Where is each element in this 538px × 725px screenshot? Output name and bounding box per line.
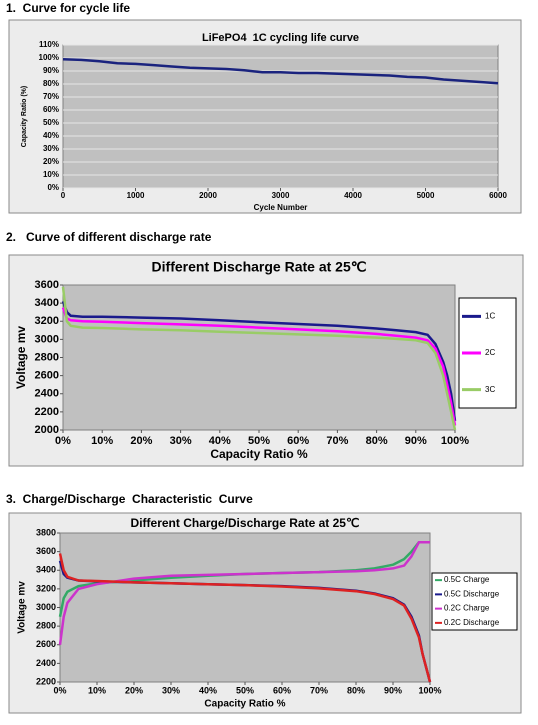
x-tick-label: 3000 [272,191,290,200]
y-tick-label: 3000 [35,333,59,345]
x-tick-label: 100% [418,685,441,695]
x-tick-label: 0 [61,191,66,200]
legend-label: 0.5C Charge [444,575,490,584]
x-tick-label: 2000 [199,191,217,200]
y-tick-label: 60% [43,105,59,114]
y-tick-label: 30% [43,144,59,153]
x-tick-label: 30% [162,685,180,695]
x-tick-label: 90% [384,685,402,695]
y-tick-label: 40% [43,131,59,140]
x-tick-label: 100% [441,435,469,447]
x-tick-label: 70% [326,435,348,447]
y-tick-label: 2400 [36,658,56,668]
x-tick-label: 0% [53,685,66,695]
x-tick-label: 90% [405,435,427,447]
x-axis-label: Cycle Number [254,203,308,212]
y-tick-label: 110% [39,40,59,49]
y-tick-label: 3400 [35,297,59,309]
x-tick-label: 0% [55,435,71,447]
y-axis-label: Voltage mv [17,581,28,634]
y-tick-label: 3600 [35,279,59,291]
y-tick-label: 10% [43,170,59,179]
y-tick-label: 2800 [35,351,59,363]
x-tick-label: 10% [91,435,113,447]
y-tick-label: 3000 [36,602,56,612]
chart-title: Different Discharge Rate at 25℃ [152,259,367,275]
legend-label: 1C [485,311,495,320]
x-tick-label: 50% [248,435,270,447]
y-tick-label: 3400 [36,565,56,575]
plot-area [62,284,456,431]
y-tick-label: 2400 [35,388,59,400]
x-tick-label: 5000 [417,191,435,200]
plot-area [62,44,499,189]
x-tick-label: 60% [287,435,309,447]
heading: 2. Curve of different discharge rate [6,230,212,244]
x-tick-label: 6000 [489,191,507,200]
x-tick-label: 40% [199,685,217,695]
y-tick-label: 80% [43,79,59,88]
y-tick-label: 100% [39,53,59,62]
x-tick-label: 60% [273,685,291,695]
y-tick-label: 50% [43,118,59,127]
legend-label: 2C [485,348,495,357]
x-tick-label: 70% [310,685,328,695]
y-tick-label: 0% [47,183,59,192]
x-tick-label: 20% [125,685,143,695]
heading: 1. Curve for cycle life [6,1,130,15]
data-line [62,58,499,85]
x-tick-label: 10% [88,685,106,695]
legend-label: 0.2C Charge [444,604,490,613]
x-tick-label: 80% [366,435,388,447]
data-line [61,286,457,431]
data-line [61,307,457,426]
y-axis-label: Capacity Ratio (%) [21,86,28,147]
y-tick-label: 20% [43,157,59,166]
plot-area [59,532,431,683]
y-tick-label: 2600 [35,370,59,382]
x-tick-label: 4000 [344,191,362,200]
x-tick-label: 1000 [127,191,145,200]
y-tick-label: 2000 [35,424,59,436]
legend-label: 0.5C Discharge [444,589,500,598]
legend-label: 3C [485,385,495,394]
x-tick-label: 80% [347,685,365,695]
data-line [58,541,430,645]
x-axis-label: Capacity Ratio % [204,699,285,710]
x-tick-label: 30% [170,435,192,447]
legend-label: 0.2C Discharge [444,618,500,627]
y-tick-label: 2200 [36,676,56,686]
y-tick-label: 70% [43,92,59,101]
y-tick-label: 2600 [36,639,56,649]
data-line [61,300,457,422]
heading: 3. Charge/Discharge Characteristic Curve [6,492,253,506]
y-tick-label: 3200 [36,583,56,593]
y-tick-label: 3800 [36,527,56,537]
y-tick-label: 90% [43,66,59,75]
y-tick-label: 2800 [36,621,56,631]
x-axis-label: Capacity Ratio % [210,447,308,461]
y-tick-label: 2200 [35,406,59,418]
data-line [58,553,432,683]
chart-title: Different Charge/Discharge Rate at 25℃ [131,516,360,530]
x-tick-label: 20% [130,435,152,447]
y-axis-label: Voltage mv [14,326,28,389]
y-tick-label: 3200 [35,315,59,327]
legend-box [431,572,518,631]
x-tick-label: 50% [236,685,254,695]
chart-title: LiFePO4 1C cycling life curve [202,32,359,44]
y-tick-label: 3600 [36,546,56,556]
x-tick-label: 40% [209,435,231,447]
